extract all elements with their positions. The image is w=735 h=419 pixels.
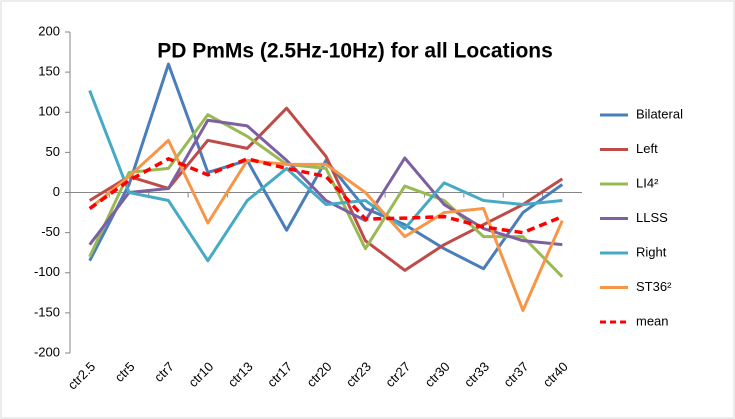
series-line (88, 90, 563, 263)
y-tick-label: 150 (38, 64, 60, 79)
series-line (88, 157, 563, 235)
legend-label: Right (636, 244, 667, 259)
chart-title: PD PmMs (2.5Hz-10Hz) for all Locations (157, 40, 553, 63)
y-tick-label: 100 (38, 104, 60, 119)
y-tick-label: -100 (34, 264, 60, 279)
y-tick-label: 200 (38, 23, 60, 38)
series-line (88, 62, 564, 271)
legend-label: Bilateral (636, 106, 683, 121)
legend-label: mean (636, 313, 669, 328)
legend-label: LI4² (636, 175, 659, 190)
series-line (88, 138, 564, 312)
y-tick-label: 0 (53, 184, 60, 199)
y-tick-label: 50 (46, 144, 60, 159)
y-tick-label: -50 (41, 224, 60, 239)
legend-label: LLSS (636, 210, 668, 225)
y-tick-label: -200 (34, 344, 60, 359)
legend-label: Left (636, 141, 658, 156)
legend-label: ST36² (636, 279, 672, 294)
y-tick-label: -150 (34, 304, 60, 319)
series-line (88, 113, 564, 278)
